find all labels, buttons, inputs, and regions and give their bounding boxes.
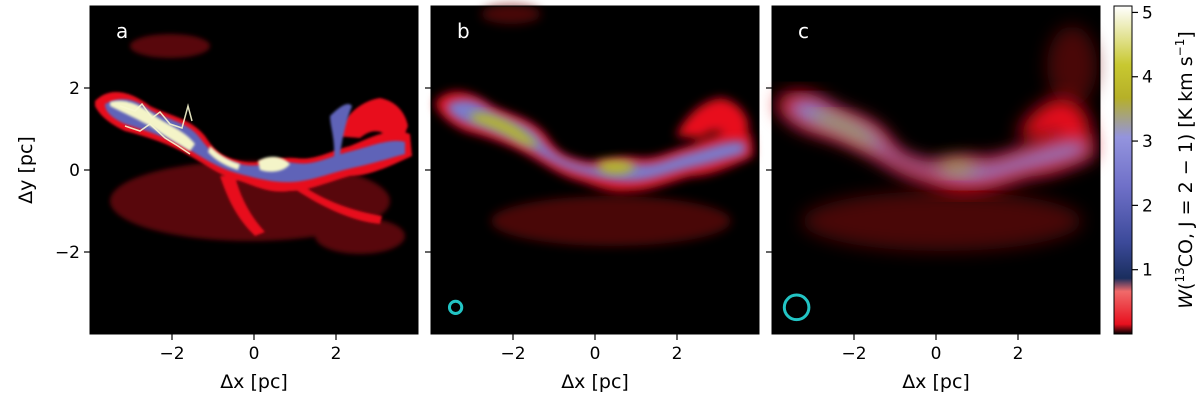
panel-c-beam-marker	[782, 293, 811, 322]
colorbar-tick-label: 1	[1142, 261, 1153, 281]
panel-a-ytick-label: −2	[55, 243, 80, 263]
panel-c: c	[771, 5, 1101, 335]
panel-a-xtick-label: 2	[331, 344, 342, 364]
colorbar-tick-label: 3	[1142, 132, 1153, 152]
panel-a-ylabel: Δy [pc]	[15, 136, 37, 204]
colorbar-tick-label: 5	[1142, 3, 1153, 23]
panel-c-xtick-label: −2	[841, 344, 866, 364]
panel-c-diffuse	[802, 26, 1097, 251]
panel-a-label: a	[116, 19, 128, 43]
panel-c-label: c	[798, 19, 809, 43]
panel-a-filament-blue	[105, 99, 405, 183]
panel-b: b	[430, 4, 760, 335]
colorbar-gradient	[1113, 5, 1133, 335]
colorbar: 5 4 3 2 1 W(13CO, J = 2 − 1) [K km s−1]	[1113, 3, 1197, 335]
panel-c-xtick-label: 0	[931, 344, 942, 364]
panel-b-xtick-label: 0	[590, 344, 601, 364]
panel-a-xlabel: Δx [pc]	[220, 371, 288, 393]
panel-a-fine-structure	[119, 102, 193, 155]
axes-layer: −2 0 2 2 0 −2 Δx [pc] Δy [pc] −2 0 2 Δx [pc] −2 0 2 Δx …	[15, 79, 1023, 393]
panel-a-xtick-label: 0	[249, 344, 260, 364]
panel-b-beam-marker	[447, 299, 464, 316]
colorbar-tick-label: 2	[1142, 196, 1153, 216]
panel-b-label: b	[457, 19, 470, 43]
colorbar-label: W(13CO, J = 2 − 1) [K km s−1]	[1173, 31, 1197, 309]
panel-a-ytick-label: 0	[69, 161, 80, 181]
panel-b-diffuse	[481, 4, 731, 246]
panel-b-xlabel: Δx [pc]	[561, 371, 629, 393]
colorbar-tick-label: 4	[1142, 68, 1153, 88]
panel-c-xlabel: Δx [pc]	[902, 371, 970, 393]
panel-a-filament-red	[95, 91, 412, 236]
colorbar-ticks: 5 4 3 2 1	[1132, 3, 1153, 281]
panel-a-ytick-label: 2	[69, 79, 80, 99]
panel-c-xtick-label: 2	[1013, 344, 1024, 364]
panel-a: a	[89, 5, 419, 335]
panel-b-xtick-label: −2	[500, 344, 525, 364]
panel-a-xtick-label: −2	[159, 344, 184, 364]
panel-b-xtick-label: 2	[672, 344, 683, 364]
